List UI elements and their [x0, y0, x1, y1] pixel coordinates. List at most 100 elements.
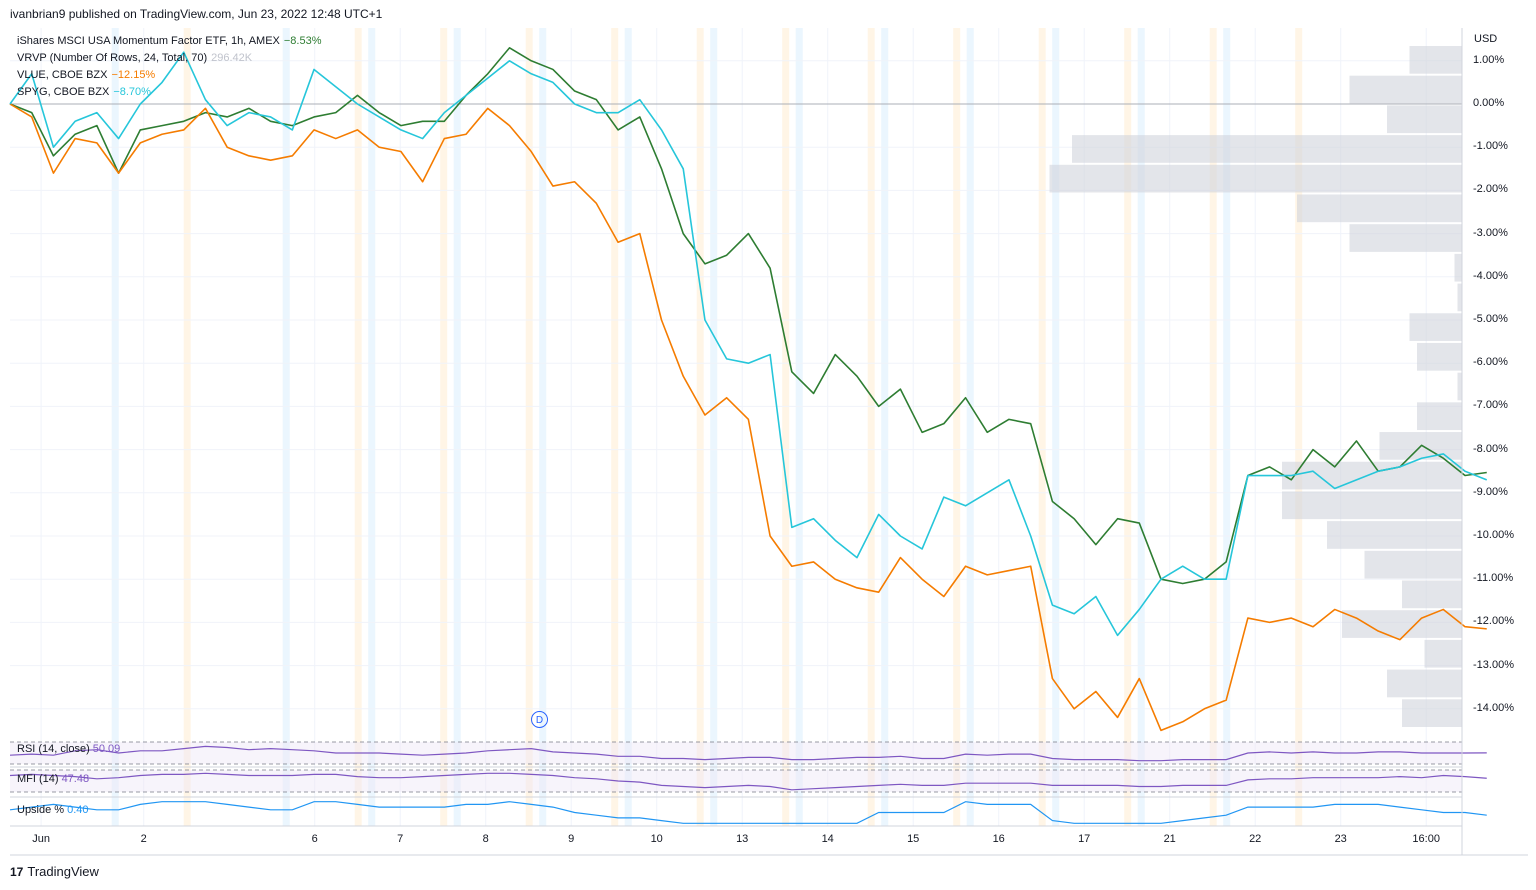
volume-profile-bar: [1387, 669, 1462, 698]
y-tick-label: -14.00%: [1473, 701, 1514, 714]
afterhours-band: [611, 28, 619, 826]
y-tick-label: -8.00%: [1473, 442, 1508, 455]
premarket-band: [624, 28, 632, 826]
x-tick-label: 17: [1078, 833, 1091, 845]
legend-spyg-value: −8.70%: [113, 86, 151, 98]
volume-profile-bar: [1364, 550, 1462, 579]
x-tick-label: 8: [482, 833, 489, 845]
footer: 17 TradingView: [10, 864, 99, 879]
dividend-marker[interactable]: D: [531, 711, 548, 728]
volume-profile-bar: [1402, 580, 1462, 609]
legend-spyg[interactable]: SPYG, CBOE BZX −8.70%: [17, 86, 151, 99]
x-tick-label: 6: [311, 833, 318, 845]
x-tick-label: 7: [397, 833, 404, 845]
volume-profile: [1049, 46, 1462, 727]
grid-lines: [10, 28, 1462, 826]
legend-vlue-value: −12.15%: [111, 69, 156, 81]
publisher-header: ivanbrian9 published on TradingView.com,…: [10, 7, 383, 21]
afterhours-band: [440, 28, 448, 826]
x-tick-label: 16: [992, 833, 1005, 845]
x-tick-label: Jun: [32, 833, 50, 845]
mfi-label-text: MFI (14): [17, 773, 59, 785]
premarket-band: [539, 28, 547, 826]
x-tick-label: 21: [1163, 833, 1176, 845]
rsi-label[interactable]: RSI (14, close) 50.09: [17, 743, 120, 755]
series-line-2: [9, 51, 1488, 637]
volume-profile-bar: [1402, 699, 1462, 727]
premarket-band: [795, 28, 803, 826]
afterhours-band: [1124, 28, 1132, 826]
volume-profile-bar: [1457, 372, 1462, 401]
session-bands: [111, 28, 1303, 826]
y-tick-label: -11.00%: [1473, 572, 1514, 585]
y-tick-label: -6.00%: [1473, 356, 1508, 369]
volume-profile-bar: [1387, 105, 1462, 134]
legend-momentum-value: −8.53%: [283, 35, 322, 47]
afterhours-band: [953, 28, 961, 826]
afterhours-band: [183, 28, 191, 826]
x-tick-label: 15: [907, 833, 920, 845]
y-tick-label: -9.00%: [1473, 485, 1508, 498]
y-tick-label: -13.00%: [1473, 658, 1514, 671]
currency-label: USD: [1474, 33, 1498, 45]
upside-line: [9, 801, 1487, 824]
mfi-value: 47.48: [61, 773, 90, 785]
x-tick-label: 14: [821, 833, 834, 845]
premarket-band: [453, 28, 461, 826]
price-series: [9, 47, 1488, 732]
afterhours-band: [525, 28, 533, 826]
volume-profile-bar: [1282, 491, 1462, 520]
volume-profile-bar: [1349, 75, 1462, 104]
series-line-0: [9, 47, 1487, 585]
volume-profile-bar: [1327, 521, 1462, 549]
volume-profile-bar: [1282, 461, 1462, 490]
premarket-band: [282, 28, 290, 826]
premarket-band: [1137, 28, 1145, 826]
x-tick-label: 10: [650, 833, 663, 845]
x-tick-label: 13: [736, 833, 749, 845]
legend-vlue[interactable]: VLUE, CBOE BZX −12.15%: [17, 69, 155, 82]
afterhours-band: [1038, 28, 1046, 826]
premarket-band: [710, 28, 718, 826]
rsi-line: [9, 745, 1487, 762]
afterhours-band: [354, 28, 362, 826]
volume-profile-bar: [1409, 46, 1462, 74]
rsi-label-text: RSI (14, close): [17, 743, 90, 755]
volume-profile-bar: [1349, 224, 1462, 252]
volume-profile-bar: [1457, 283, 1462, 312]
premarket-band: [368, 28, 376, 826]
y-tick-label: -2.00%: [1473, 183, 1508, 196]
legend-momentum-name: iShares MSCI USA Momentum Factor ETF, 1h…: [17, 35, 280, 47]
x-tick-label: 16:00: [1412, 833, 1440, 845]
volume-profile-bar: [1072, 135, 1462, 163]
volume-profile-bar: [1424, 639, 1462, 668]
volume-profile-bar: [1417, 342, 1462, 371]
upside-label[interactable]: Upside % 0.40: [17, 804, 89, 816]
mfi-label[interactable]: MFI (14) 47.48: [17, 773, 89, 785]
afterhours-band: [1295, 28, 1303, 826]
mfi-line: [9, 772, 1487, 791]
series-line-1: [9, 103, 1487, 732]
afterhours-band: [867, 28, 875, 826]
rsi-band: [10, 742, 1462, 764]
afterhours-band: [696, 28, 704, 826]
premarket-band: [111, 28, 119, 826]
afterhours-band: [1209, 28, 1217, 826]
brand-name: TradingView: [27, 864, 99, 879]
x-tick-label: 23: [1334, 833, 1347, 845]
indicator-panes: [9, 741, 1487, 824]
volume-profile-bar: [1297, 194, 1462, 223]
upside-label-text: Upside %: [17, 804, 65, 816]
legend-vlue-name: VLUE, CBOE BZX: [17, 69, 108, 81]
y-tick-label: -10.00%: [1473, 529, 1514, 541]
legend-momentum[interactable]: iShares MSCI USA Momentum Factor ETF, 1h…: [17, 35, 322, 48]
x-tick-label: 2: [140, 833, 147, 845]
volume-profile-bar: [1342, 610, 1462, 638]
y-tick-label: -1.00%: [1473, 140, 1508, 153]
legend-vrvp-name: VRVP (Number Of Rows, 24, Total, 70): [17, 52, 208, 64]
legend-vrvp[interactable]: VRVP (Number Of Rows, 24, Total, 70) 296.…: [17, 52, 252, 65]
x-tick-label: 22: [1249, 833, 1262, 845]
mfi-band: [10, 770, 1462, 792]
y-tick-label: -4.00%: [1473, 269, 1508, 282]
